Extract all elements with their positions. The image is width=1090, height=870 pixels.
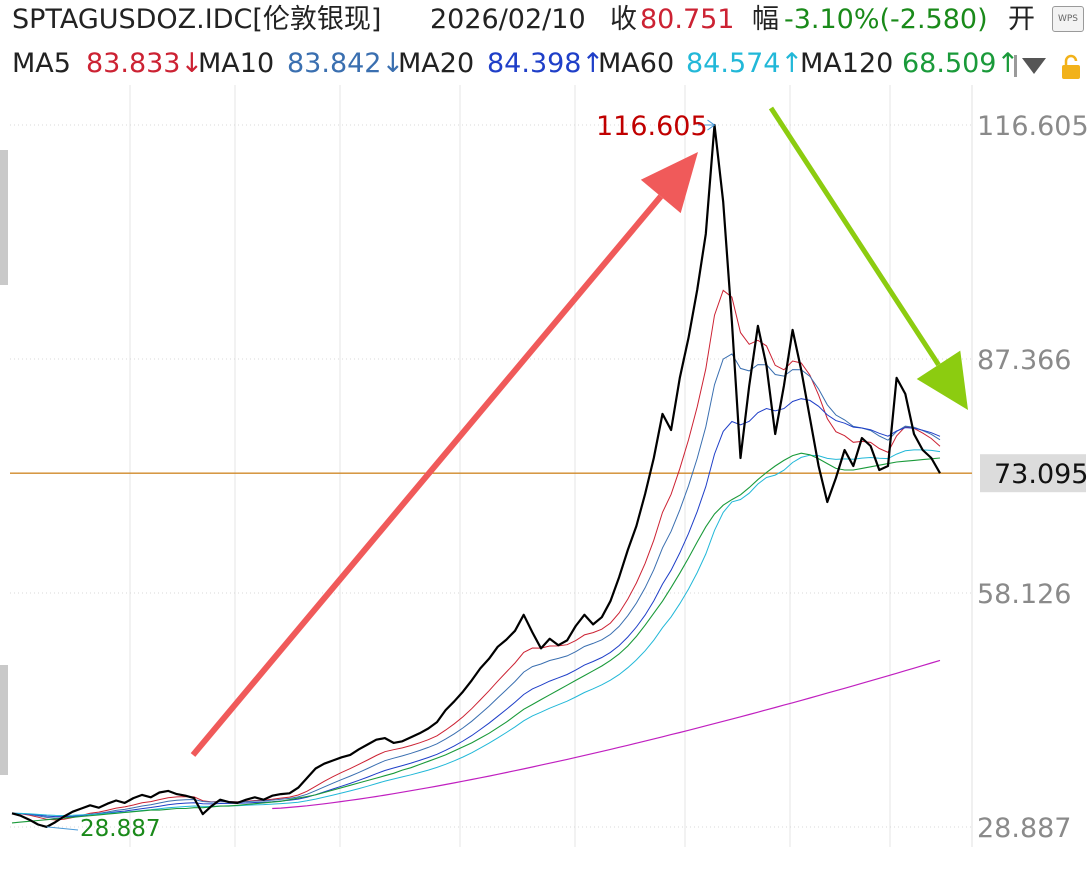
- ma-indicator-bar: MA5 83.833↓ MA10 83.842↓ MA20 84.398↑ MA…: [0, 44, 1090, 84]
- long-term-ma-line: [272, 659, 941, 810]
- y-axis-labels: 116.605 87.366 58.126 28.887: [977, 111, 1089, 844]
- ma20-line: [11, 398, 941, 818]
- y-tick-label: 116.605: [977, 111, 1089, 142]
- divider-bar-icon: [1014, 55, 1017, 77]
- ma5-label: MA5: [12, 48, 71, 79]
- ma10-line: [11, 353, 941, 819]
- y-tick-label: 87.366: [977, 345, 1071, 376]
- ma-menu-controls: [1014, 54, 1080, 79]
- price-series-line: [11, 123, 941, 828]
- wps-icon[interactable]: WPS: [1052, 6, 1084, 32]
- down-trend-arrow-head: [916, 350, 968, 410]
- down-trend-arrow: [768, 106, 968, 410]
- price-marks: 116.605 28.887: [46, 111, 716, 842]
- lock-icon[interactable]: [1062, 54, 1080, 79]
- ma60-value: 84.574↑: [686, 48, 804, 79]
- ma20-value: 84.398↑: [487, 48, 605, 79]
- current-price-label: 73.095: [994, 459, 1088, 490]
- range-label: 幅: [752, 4, 779, 35]
- ma5-value: 83.833↓: [86, 48, 204, 79]
- open-label: 开: [1008, 4, 1035, 35]
- up-trend-arrow: [190, 152, 698, 757]
- high-price-label: 116.605: [596, 111, 708, 142]
- left-panel-tab[interactable]: [0, 150, 8, 285]
- ma60-label: MA60: [598, 48, 675, 79]
- down-trend-arrow-shaft: [768, 106, 941, 367]
- trend-arrows: [190, 106, 968, 757]
- close-label: 收: [610, 4, 637, 35]
- low-pointer-line: [46, 826, 79, 831]
- quote-date: 2026/02/10: [430, 4, 586, 35]
- high-pointer-icon: [707, 119, 716, 131]
- left-panel-tab[interactable]: [0, 665, 8, 775]
- ma120-label: MA120: [800, 48, 894, 79]
- y-tick-label: 58.126: [977, 579, 1071, 610]
- close-value: 80.751: [640, 4, 735, 35]
- quote-header: SPTAGUSDOZ.IDC[伦敦银现] 2026/02/10 收 80.751…: [0, 0, 1090, 40]
- range-value: -3.10%(-2.580): [784, 4, 988, 35]
- chart-grid: [10, 85, 973, 847]
- dropdown-triangle-icon[interactable]: [1022, 58, 1046, 74]
- up-trend-arrow-shaft: [190, 194, 664, 757]
- current-price-tag: 73.095: [980, 454, 1088, 493]
- ma120-line: [11, 452, 941, 824]
- ma60-line: [11, 449, 941, 817]
- ma120-value: 68.509↑: [902, 48, 1020, 79]
- low-price-label: 28.887: [80, 816, 160, 842]
- y-tick-label: 28.887: [977, 813, 1071, 844]
- ma20-label: MA20: [398, 48, 475, 79]
- ma10-value: 83.842↓: [287, 48, 405, 79]
- symbol-name: SPTAGUSDOZ.IDC[伦敦银现]: [12, 4, 382, 35]
- ma5-line: [11, 289, 941, 821]
- up-trend-arrow-head: [640, 152, 698, 214]
- ma10-label: MA10: [198, 48, 275, 79]
